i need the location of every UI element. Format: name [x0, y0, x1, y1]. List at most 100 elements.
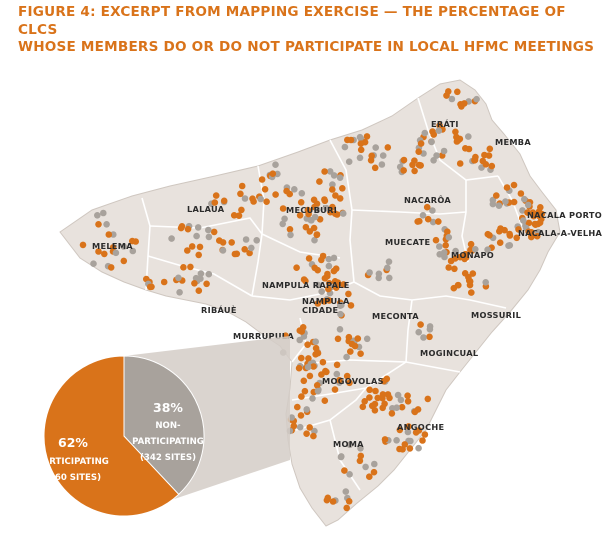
site-marker-participating: [293, 264, 300, 272]
site-marker-participating: [120, 257, 128, 265]
site-marker-participating: [188, 243, 196, 250]
site-marker-participating: [300, 377, 308, 385]
site-marker-non-participating: [279, 220, 287, 228]
site-marker-participating: [321, 397, 329, 405]
site-marker-participating: [423, 203, 431, 211]
site-marker-participating: [361, 398, 369, 405]
pie-label-non-participating-line1: NON-: [155, 421, 181, 431]
site-marker-non-participating: [314, 387, 322, 395]
site-marker-non-participating: [384, 264, 391, 272]
site-marker-participating: [537, 204, 544, 211]
site-marker-non-participating: [318, 288, 326, 295]
site-marker-participating: [301, 387, 309, 395]
site-marker-participating: [481, 151, 488, 159]
site-marker-participating: [235, 212, 243, 219]
site-marker-non-participating: [330, 254, 338, 262]
district-label-angoche: ANGOCHE: [397, 422, 444, 432]
site-marker-participating: [230, 212, 238, 219]
site-marker-participating: [314, 300, 322, 307]
district-label-erati: ERÁTI: [431, 118, 459, 129]
site-marker-non-participating: [312, 338, 320, 346]
site-marker-participating: [330, 267, 338, 275]
site-marker-participating: [426, 333, 433, 341]
site-marker-non-participating: [397, 396, 405, 404]
site-marker-non-participating: [440, 249, 448, 256]
site-marker-participating: [298, 354, 305, 362]
site-marker-participating: [347, 136, 355, 144]
site-marker-participating: [310, 363, 317, 370]
site-marker-participating: [336, 195, 344, 202]
site-marker-participating: [303, 430, 310, 438]
site-marker-participating: [374, 394, 382, 402]
site-marker-participating: [311, 264, 319, 272]
site-marker-non-participating: [333, 370, 341, 378]
district-label-muecate: MUECATE: [385, 237, 430, 247]
site-marker-participating: [313, 231, 321, 239]
site-marker-participating: [211, 199, 219, 206]
site-marker-non-participating: [346, 471, 353, 478]
site-marker-participating: [517, 190, 525, 197]
site-marker-non-participating: [336, 174, 344, 181]
site-marker-participating: [336, 376, 343, 384]
site-marker-participating: [329, 186, 336, 193]
district-label-monapo: MONAPO: [451, 250, 494, 260]
site-marker-non-participating: [420, 334, 427, 341]
site-marker-non-participating: [346, 441, 354, 449]
site-marker-participating: [325, 285, 332, 293]
site-marker-participating: [105, 231, 113, 238]
site-marker-participating: [332, 284, 340, 292]
site-marker-non-participating: [448, 95, 456, 103]
site-marker-non-participating: [168, 235, 175, 242]
pie-label-participating: PARTICIPATING: [37, 457, 109, 467]
pie-label-participating-percent: 62%: [58, 435, 88, 450]
site-marker-participating: [354, 335, 362, 342]
pie-label-participating-sites: (560 SITES): [45, 473, 101, 483]
district-label-melema: MELEMA: [92, 241, 133, 251]
site-marker-non-participating: [205, 233, 213, 241]
district-label-murrupula: MURRUPULA: [233, 331, 294, 341]
site-marker-participating: [310, 432, 317, 440]
site-marker-participating: [184, 225, 192, 233]
site-marker-non-participating: [120, 243, 127, 250]
site-marker-participating: [503, 184, 511, 191]
site-marker-non-participating: [325, 262, 333, 270]
site-marker-participating: [452, 128, 459, 136]
site-marker-participating: [219, 239, 227, 246]
site-marker-participating: [316, 178, 323, 185]
site-marker-participating: [400, 167, 408, 174]
site-marker-participating: [263, 198, 270, 205]
site-marker-non-participating: [519, 207, 526, 214]
site-marker-non-participating: [197, 270, 205, 277]
site-marker-non-participating: [314, 206, 321, 214]
site-marker-non-participating: [337, 453, 345, 461]
site-marker-participating: [406, 445, 414, 452]
site-marker-non-participating: [385, 258, 393, 266]
site-marker-non-participating: [304, 363, 312, 371]
site-marker-non-participating: [129, 247, 137, 255]
site-marker-participating: [286, 226, 294, 233]
figure-title-line-1: FIGURE 4: EXCERPT FROM MAPPING EXERCISE …: [18, 4, 566, 38]
site-marker-participating: [533, 232, 541, 240]
site-marker-participating: [310, 224, 318, 232]
site-marker-participating: [129, 237, 136, 245]
site-marker-non-participating: [248, 244, 255, 252]
site-marker-participating: [228, 239, 235, 246]
site-marker-participating: [525, 228, 532, 235]
site-marker-participating: [405, 423, 412, 430]
site-marker-non-participating: [100, 209, 107, 217]
site-marker-participating: [343, 372, 351, 380]
site-marker-participating: [379, 394, 386, 402]
site-marker-non-participating: [343, 353, 350, 361]
site-marker-non-participating: [433, 152, 440, 159]
site-marker-participating: [461, 255, 468, 263]
site-marker-participating: [312, 344, 320, 352]
site-marker-non-participating: [452, 247, 459, 255]
site-marker-participating: [370, 468, 378, 476]
site-marker-participating: [325, 297, 333, 304]
site-marker-participating: [488, 162, 496, 170]
site-marker-non-participating: [435, 127, 443, 134]
district-label-mogovolas: MOGOVOLAS: [322, 376, 384, 386]
site-marker-participating: [241, 246, 248, 253]
district-label-mogincual: MOGINCUAL: [420, 348, 478, 358]
site-marker-participating: [445, 88, 452, 95]
